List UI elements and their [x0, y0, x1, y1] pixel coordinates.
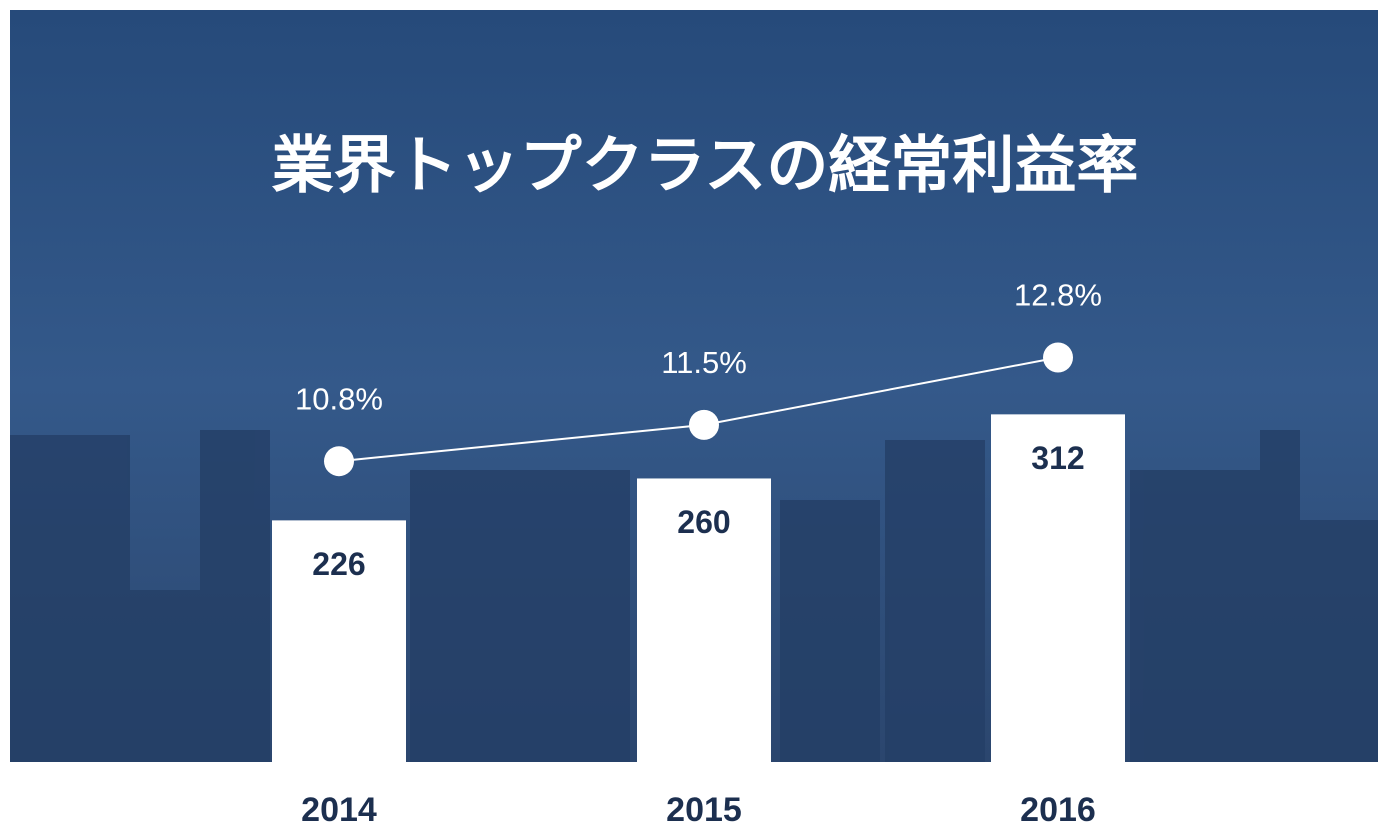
line-value-label: 10.8%	[295, 381, 383, 416]
line-value-label: 12.8%	[1014, 278, 1102, 313]
line-point	[689, 409, 719, 440]
line-point	[324, 446, 354, 477]
bar-value-label: 312	[1031, 440, 1084, 476]
x-tick-label: 2016	[1020, 791, 1096, 826]
chart-title: 業界トップクラスの経常利益率	[272, 131, 1139, 200]
x-tick-label: 2014	[301, 791, 377, 826]
bar	[637, 478, 771, 762]
bar	[272, 520, 406, 762]
x-tick-label: 2015	[666, 791, 742, 826]
bar-value-label: 260	[677, 504, 730, 540]
bar	[991, 414, 1125, 762]
skyline	[10, 430, 1378, 762]
bar-value-label: 226	[312, 546, 365, 582]
line-value-label: 11.5%	[661, 345, 747, 380]
line-point	[1043, 342, 1073, 373]
